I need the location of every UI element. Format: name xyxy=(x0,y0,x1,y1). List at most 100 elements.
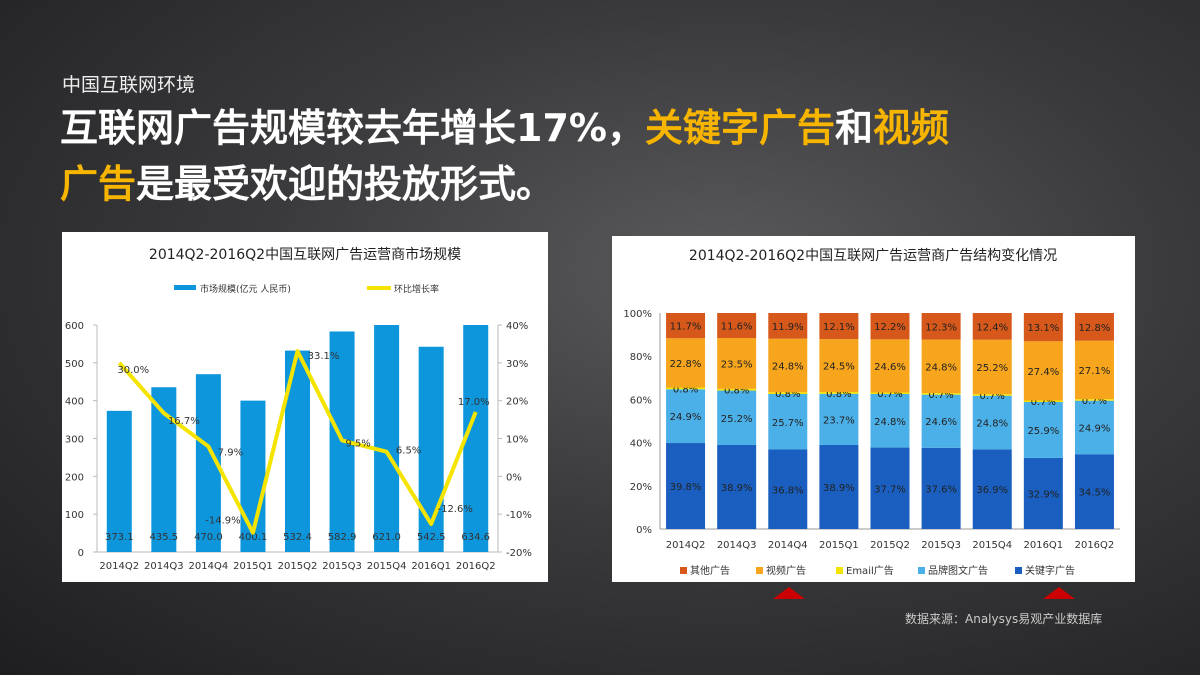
bar-value-label: 470.0 xyxy=(194,532,223,543)
bar-value-label: 582.9 xyxy=(328,532,357,543)
legend-label: 市场规模(亿元 人民币) xyxy=(200,283,291,295)
line-value-label: 17.0% xyxy=(458,397,490,408)
segment-value-label: 11.9% xyxy=(772,322,804,333)
segment-value-label: 37.7% xyxy=(874,484,906,495)
stacked-segment xyxy=(1023,313,1063,342)
stacked-segment xyxy=(768,394,808,450)
y-tick-label: 600 xyxy=(65,321,84,332)
segment-value-label: 25.9% xyxy=(1027,426,1059,437)
segment-value-label: 12.2% xyxy=(874,322,906,333)
y-tick-label: 400 xyxy=(65,397,84,408)
segment-value-label: 0.7% xyxy=(980,391,1005,402)
legend-swatch xyxy=(836,567,843,574)
stacked-segment xyxy=(819,313,859,340)
line-value-label: 33.1% xyxy=(308,351,340,362)
segment-value-label: 24.8% xyxy=(874,417,906,428)
x-tick-label: 2015Q4 xyxy=(367,561,407,572)
line-value-label: 9.5% xyxy=(345,438,370,449)
segment-value-label: 24.6% xyxy=(874,362,906,373)
legend-swatch-line xyxy=(367,286,391,290)
segment-value-label: 24.9% xyxy=(670,412,702,423)
y2-tick-label: 30% xyxy=(506,359,528,370)
x-tick-label: 2014Q2 xyxy=(666,540,706,551)
bar-value-label: 621.0 xyxy=(372,532,401,543)
segment-value-label: 11.7% xyxy=(670,322,702,333)
x-tick-label: 2014Q3 xyxy=(144,561,184,572)
legend-label: 其他广告 xyxy=(690,564,730,577)
headline: 互联网广告规模较去年增长17%，关键字广告和视频 广告是最受欢迎的投放形式。 xyxy=(60,100,1180,212)
segment-value-label: 12.3% xyxy=(925,322,957,333)
x-tick-label: 2015Q1 xyxy=(233,561,273,572)
chart-title: 2014Q2-2016Q2中国互联网广告运营商市场规模 xyxy=(149,246,461,263)
segment-value-label: 0.8% xyxy=(673,384,698,395)
y2-tick-label: 10% xyxy=(506,435,528,446)
stacked-segment xyxy=(972,339,1012,395)
legend-label: 环比增长率 xyxy=(394,283,439,295)
stacked-segment xyxy=(768,313,808,339)
segment-value-label: 32.9% xyxy=(1027,489,1059,500)
stacked-segment xyxy=(717,338,757,389)
x-tick-label: 2015Q2 xyxy=(278,561,318,572)
y-tick-label: 0% xyxy=(636,525,652,536)
segment-value-label: 25.2% xyxy=(976,363,1008,374)
stacked-segment xyxy=(819,339,859,393)
market-size-chart: 2014Q2-2016Q2中国互联网广告运营商市场规模市场规模(亿元 人民币) 环… xyxy=(62,232,548,582)
stacked-segment xyxy=(717,390,757,445)
stacked-segment xyxy=(972,449,1012,529)
stacked-segment xyxy=(768,338,808,393)
x-tick-label: 2015Q4 xyxy=(972,540,1012,551)
data-source: 数据来源：Analysys易观产业数据库 xyxy=(905,612,1103,626)
x-tick-label: 2014Q3 xyxy=(717,540,757,551)
segment-value-label: 23.5% xyxy=(721,359,753,370)
y-tick-label: 100 xyxy=(65,510,84,521)
legend-swatch xyxy=(680,567,687,574)
segment-value-label: 12.1% xyxy=(823,322,855,333)
marker-triangle-icon xyxy=(1043,587,1075,599)
headline-highlight: 关键字广告 xyxy=(644,106,835,150)
x-tick-label: 2014Q4 xyxy=(768,540,808,551)
y2-tick-label: 40% xyxy=(506,321,528,332)
segment-value-label: 38.9% xyxy=(823,483,855,494)
ad-structure-chart: 2014Q2-2016Q2中国互联网广告运营商广告结构变化情况 0% 20% 40% 6… xyxy=(612,236,1135,582)
stacked-segment xyxy=(921,447,961,529)
segment-value-label: 24.6% xyxy=(925,417,957,428)
growth-line xyxy=(117,349,478,535)
segment-value-label: 36.9% xyxy=(976,485,1008,496)
stacked-segment xyxy=(972,313,1012,340)
line-value-label: 6.5% xyxy=(396,446,421,457)
x-tick-label: 2016Q2 xyxy=(456,561,496,572)
bar xyxy=(374,325,400,552)
x-tick-label: 2016Q2 xyxy=(1075,540,1115,551)
stacked-segment xyxy=(921,393,961,395)
legend-swatch xyxy=(756,567,763,574)
stacked-segment xyxy=(972,394,1012,396)
y-tick-label: 200 xyxy=(65,472,84,483)
stacked-segment xyxy=(870,339,910,393)
legend-swatch xyxy=(918,567,925,574)
stacked-segment xyxy=(717,444,757,529)
segment-value-label: 0.7% xyxy=(928,390,953,401)
stacked-segment xyxy=(819,444,859,529)
y-tick-label: 20% xyxy=(630,482,652,493)
stacked-segment xyxy=(1074,400,1114,455)
segment-value-label: 37.6% xyxy=(925,484,957,495)
stacked-segment xyxy=(1074,313,1114,341)
headline-highlight: 广告 xyxy=(60,162,137,206)
legend-label: Email广告 xyxy=(846,564,894,577)
y-tick-label: 0 xyxy=(78,548,84,559)
stacked-segment xyxy=(921,394,961,448)
segment-value-label: 0.7% xyxy=(877,389,902,400)
stacked-segment xyxy=(666,389,706,444)
stacked-segment xyxy=(870,392,910,394)
marker-triangle-icon xyxy=(773,587,805,599)
segment-value-label: 0.8% xyxy=(775,389,800,400)
segment-value-label: 25.7% xyxy=(772,418,804,429)
stacked-segment xyxy=(1023,400,1063,402)
segment-value-label: 0.7% xyxy=(1031,397,1056,408)
stacked-segment xyxy=(1074,399,1114,401)
segment-value-label: 13.1% xyxy=(1027,323,1059,334)
stacked-segment xyxy=(666,338,706,388)
section-subtitle: 中国互联网环境 xyxy=(62,74,196,96)
stacked-segment xyxy=(717,313,757,339)
legend-swatch xyxy=(1015,567,1022,574)
